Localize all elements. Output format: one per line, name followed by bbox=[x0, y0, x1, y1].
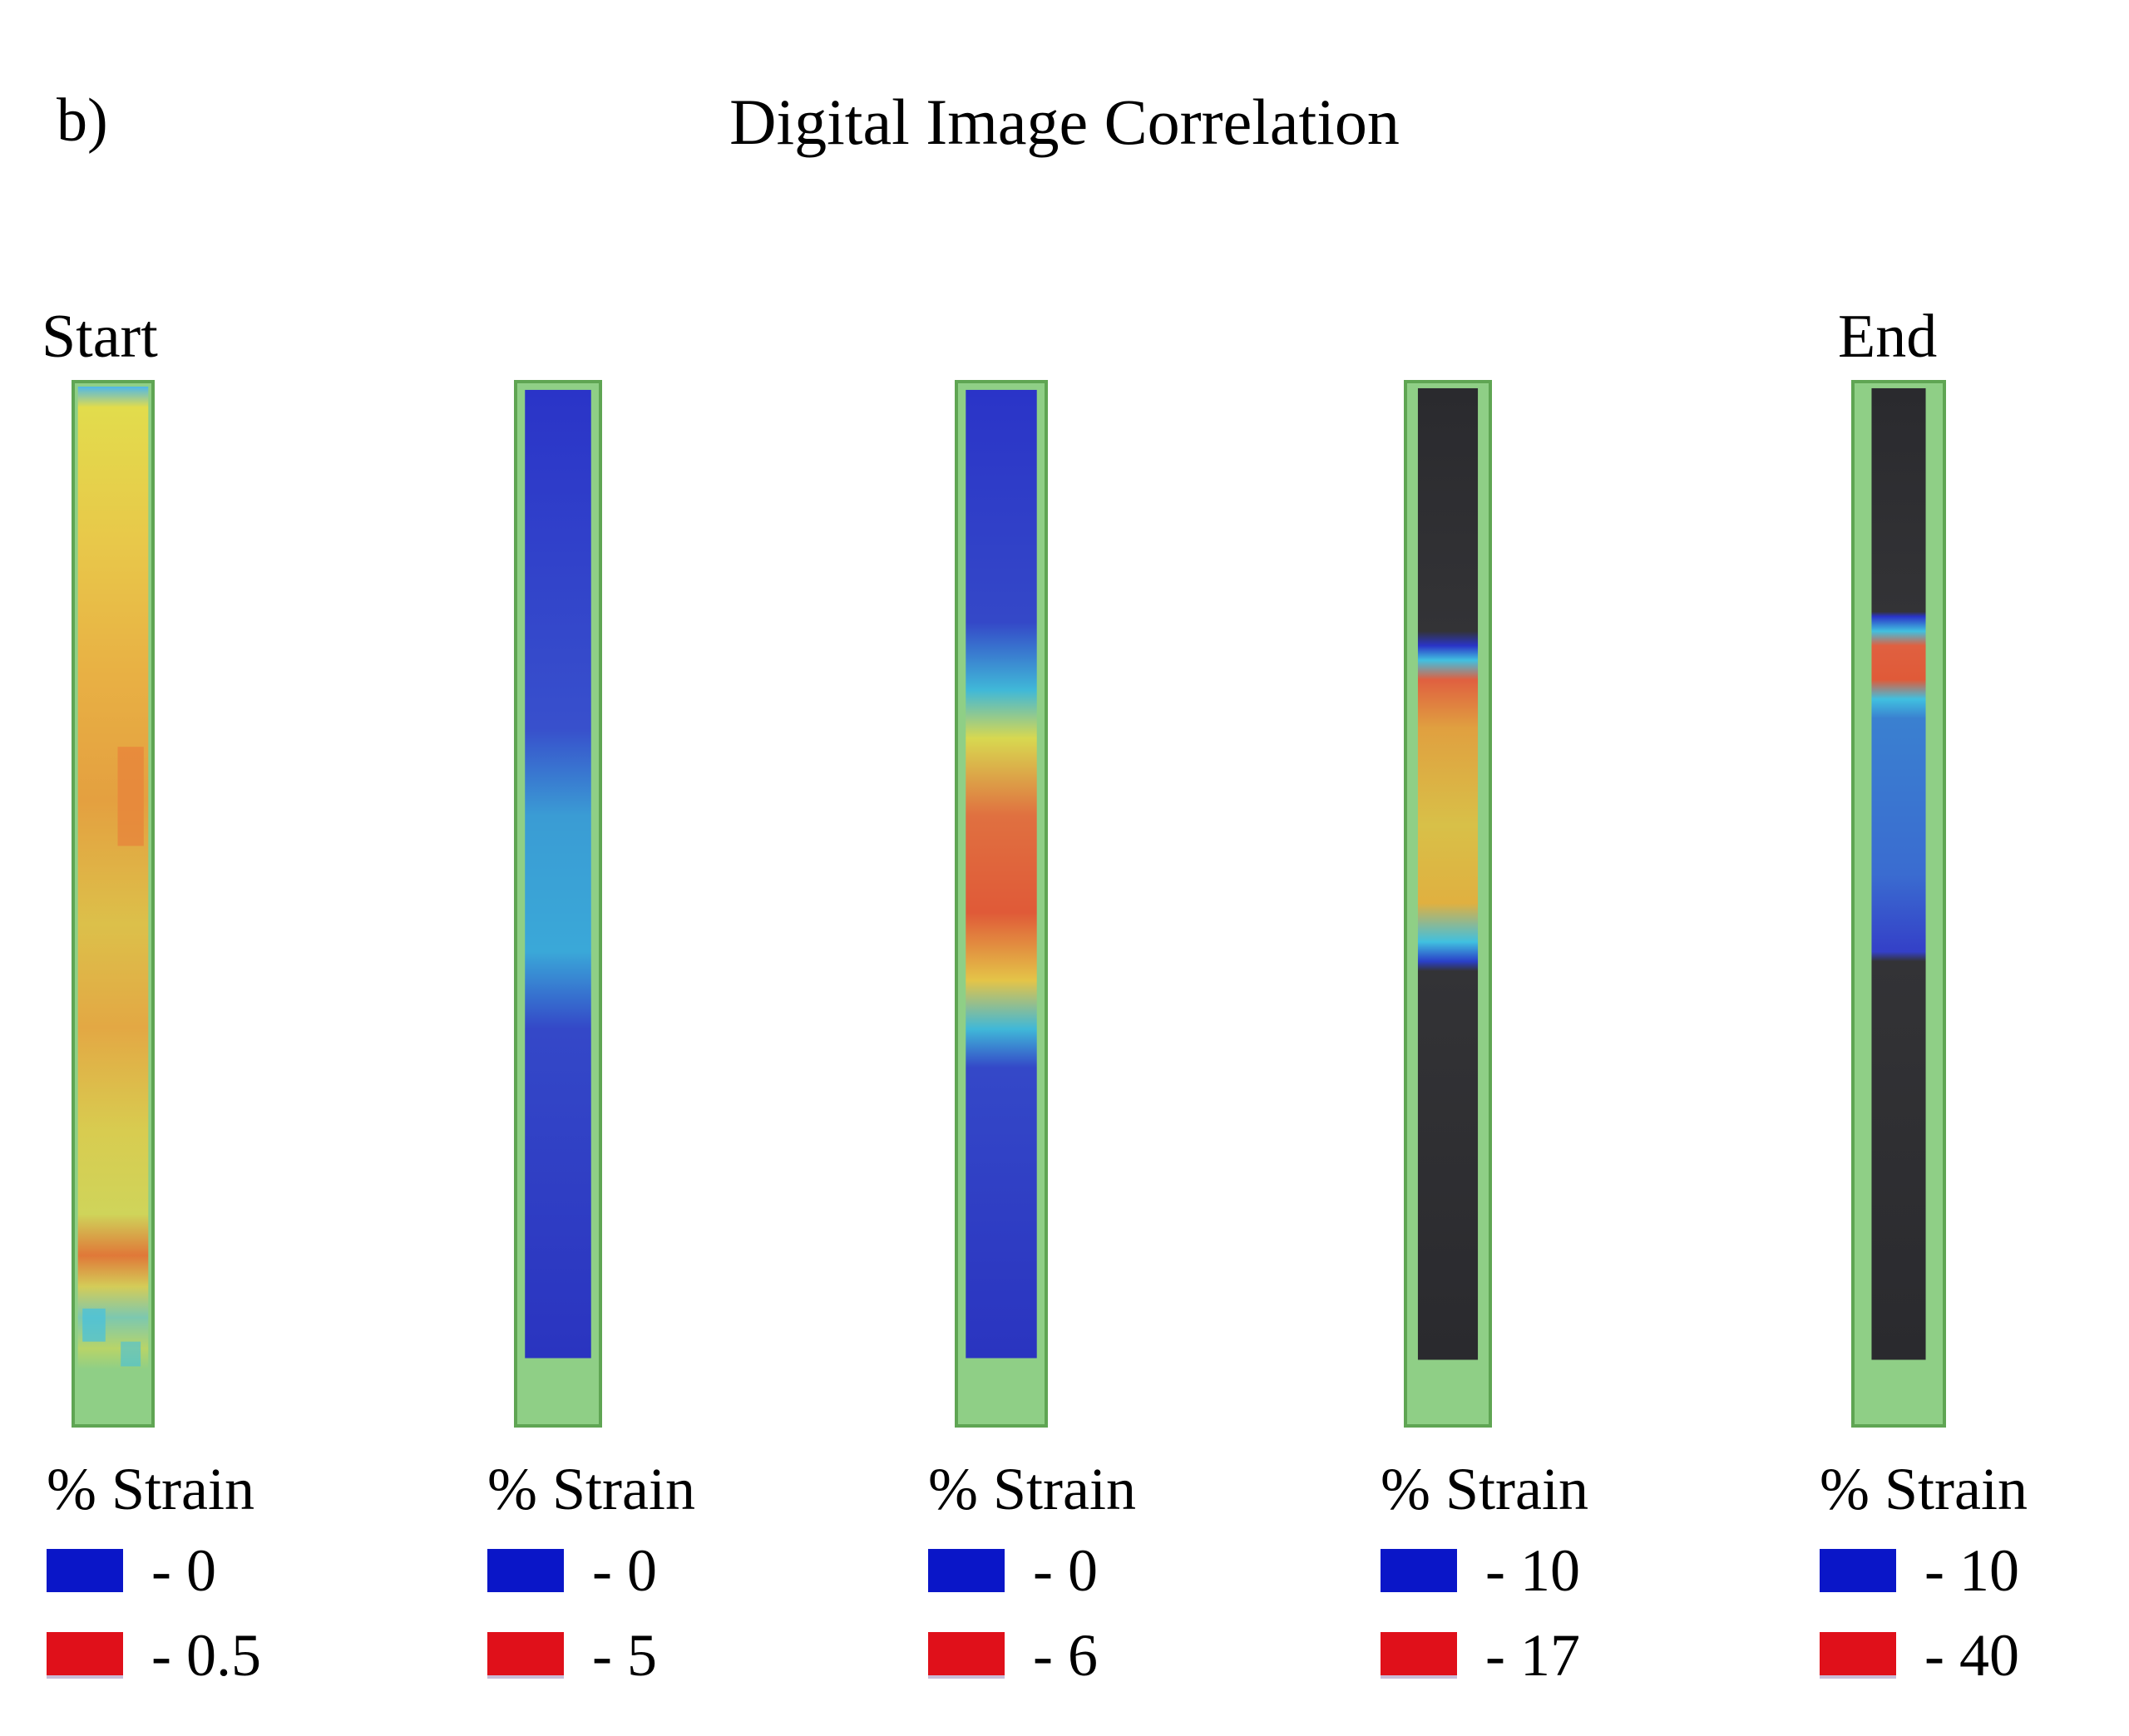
legend-low-value: - 0 bbox=[592, 1537, 657, 1604]
legend-heading: % Strain bbox=[928, 1456, 1136, 1522]
legend-low-value: - 0 bbox=[1033, 1537, 1098, 1604]
figure-title: Digital Image Correlation bbox=[729, 86, 1400, 158]
end-label: End bbox=[1838, 303, 1938, 371]
cool-spot bbox=[121, 1341, 141, 1367]
strain-map-2 bbox=[514, 380, 602, 1428]
legend-low-row: - 0 bbox=[47, 1541, 261, 1600]
high-swatch bbox=[47, 1632, 123, 1679]
low-swatch bbox=[1820, 1549, 1896, 1592]
high-swatch bbox=[1820, 1632, 1896, 1679]
legend-heading: % Strain bbox=[47, 1456, 254, 1522]
legend-high-row: - 40 bbox=[1820, 1625, 2028, 1685]
legend-low-value: - 0 bbox=[151, 1537, 216, 1604]
high-swatch bbox=[928, 1632, 1005, 1679]
legend-heading: % Strain bbox=[1381, 1456, 1588, 1522]
legend-low-row: - 0 bbox=[928, 1541, 1136, 1600]
legend-1: % Strain - 0 - 0.5 bbox=[47, 1459, 261, 1685]
strain-map-1 bbox=[72, 380, 155, 1428]
high-swatch bbox=[1381, 1632, 1457, 1679]
legend-low-value: - 10 bbox=[1924, 1537, 2019, 1604]
legend-high-row: - 17 bbox=[1381, 1625, 1588, 1685]
panel-label: b) bbox=[57, 86, 108, 155]
start-label: Start bbox=[42, 303, 158, 371]
strain-map-3 bbox=[955, 380, 1048, 1428]
strain-map-4 bbox=[1404, 380, 1492, 1428]
legend-high-row: - 0.5 bbox=[47, 1625, 261, 1685]
legend-high-row: - 5 bbox=[487, 1625, 695, 1685]
legend-3: % Strain - 0 - 6 bbox=[928, 1459, 1136, 1685]
legend-high-value: - 40 bbox=[1924, 1622, 2019, 1689]
cool-spot bbox=[82, 1308, 106, 1342]
legend-high-row: - 6 bbox=[928, 1625, 1136, 1685]
low-swatch bbox=[487, 1549, 564, 1592]
legend-2: % Strain - 0 - 5 bbox=[487, 1459, 695, 1685]
legend-high-value: - 0.5 bbox=[151, 1622, 261, 1689]
legend-low-row: - 0 bbox=[487, 1541, 695, 1600]
legend-high-value: - 6 bbox=[1033, 1622, 1098, 1689]
legend-4: % Strain - 10 - 17 bbox=[1381, 1459, 1588, 1685]
strain-map-5 bbox=[1851, 380, 1946, 1428]
high-swatch bbox=[487, 1632, 564, 1679]
legend-low-value: - 10 bbox=[1485, 1537, 1580, 1604]
legend-heading: % Strain bbox=[1820, 1456, 2028, 1522]
legend-low-row: - 10 bbox=[1381, 1541, 1588, 1600]
legend-high-value: - 5 bbox=[592, 1622, 657, 1689]
low-swatch bbox=[1381, 1549, 1457, 1592]
low-swatch bbox=[928, 1549, 1005, 1592]
legend-low-row: - 10 bbox=[1820, 1541, 2028, 1600]
legend-heading: % Strain bbox=[487, 1456, 695, 1522]
legend-high-value: - 17 bbox=[1485, 1622, 1580, 1689]
low-swatch bbox=[47, 1549, 123, 1592]
legend-5: % Strain - 10 - 40 bbox=[1820, 1459, 2028, 1685]
hotspot bbox=[117, 747, 144, 846]
